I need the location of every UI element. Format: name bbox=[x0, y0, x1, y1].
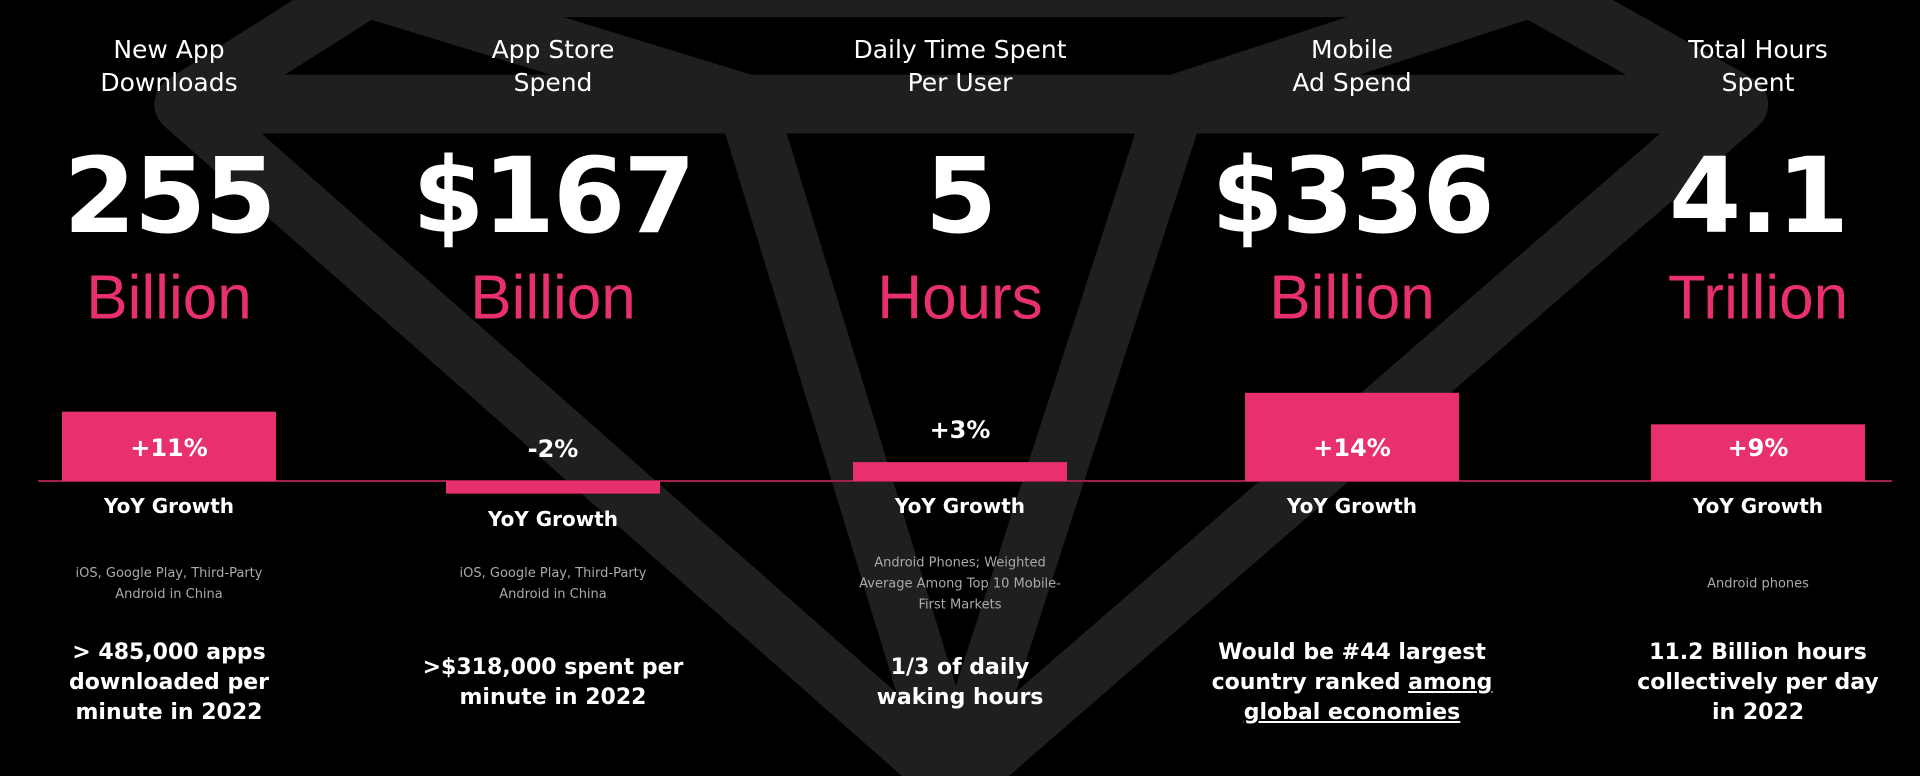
value-label: +9% bbox=[1727, 434, 1789, 462]
value-label: +11% bbox=[130, 434, 208, 462]
metric-title: New App Downloads bbox=[100, 35, 238, 97]
growth-label: YoY Growth bbox=[487, 506, 619, 531]
highlight: >$318,000 spent per minute in 2022 bbox=[422, 655, 684, 710]
big-figure: 5 bbox=[924, 135, 997, 257]
highlight-link[interactable]: among global economies bbox=[1243, 670, 1493, 725]
unit: Hours bbox=[877, 263, 1043, 333]
growth-label: YoY Growth bbox=[103, 494, 235, 518]
growth-label: YoY Growth bbox=[1286, 494, 1418, 518]
source-note: Android Phones; Weighted Average Among T… bbox=[859, 555, 1061, 613]
bar bbox=[446, 481, 660, 494]
highlight: Would be #44 largest country ranked amon… bbox=[1211, 640, 1493, 725]
value-label: +3% bbox=[929, 416, 991, 445]
metric-title: Daily Time Spent Per User bbox=[853, 35, 1067, 97]
unit: Billion bbox=[86, 263, 252, 333]
metric-title: App Store Spend bbox=[491, 35, 615, 97]
metric-title: Mobile Ad Spend bbox=[1292, 35, 1412, 97]
bar bbox=[1651, 424, 1865, 481]
big-figure: 4.1 bbox=[1668, 135, 1849, 257]
bar bbox=[1245, 392, 1459, 481]
value-label: -2% bbox=[527, 435, 579, 463]
unit: Trillion bbox=[1667, 263, 1849, 333]
unit: Billion bbox=[1269, 263, 1435, 333]
value-label: +14% bbox=[1313, 434, 1391, 462]
source-note: iOS, Google Play, Third-Party Android in… bbox=[75, 566, 263, 602]
growth-label: YoY Growth bbox=[1692, 494, 1824, 518]
growth-label: YoY Growth bbox=[894, 494, 1026, 518]
highlight: 1/3 of daily waking hours bbox=[876, 655, 1044, 710]
highlight: 11.2 Billion hours collectively per day … bbox=[1637, 640, 1879, 725]
bar bbox=[853, 462, 1067, 481]
big-figure: $167 bbox=[412, 135, 695, 257]
highlight: > 485,000 apps downloaded per minute in … bbox=[69, 640, 269, 725]
metric-title: Total Hours Spent bbox=[1688, 35, 1828, 97]
unit: Billion bbox=[470, 263, 636, 333]
bar bbox=[62, 411, 276, 481]
big-figure: 255 bbox=[63, 135, 276, 257]
source-note: Android phones bbox=[1707, 576, 1809, 592]
big-figure: $336 bbox=[1211, 135, 1494, 257]
source-note: iOS, Google Play, Third-Party Android in… bbox=[459, 566, 647, 602]
